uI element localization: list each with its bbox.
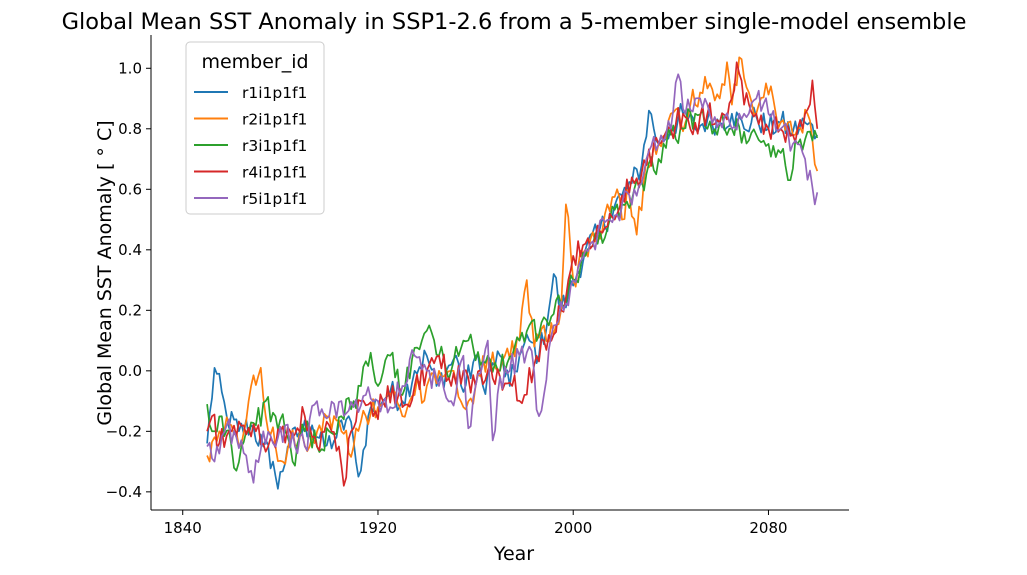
y-tick-label: 0.2 [118, 301, 142, 319]
series-line-r5i1p1f1 [206, 73, 819, 484]
legend-title: member_id [201, 51, 308, 73]
x-tick-label: 2080 [749, 519, 787, 537]
series-layer [206, 56, 819, 490]
x-tick-label: 1840 [164, 519, 202, 537]
chart-title: Global Mean SST Anomaly in SSP1-2.6 from… [62, 9, 967, 35]
x-tick-label: 1920 [359, 519, 397, 537]
x-tick-label: 2000 [554, 519, 592, 537]
legend-label-r2i1p1f1: r2i1p1f1 [242, 111, 307, 129]
legend-label-r4i1p1f1: r4i1p1f1 [242, 164, 307, 182]
series-line-r2i1p1f1 [206, 56, 819, 465]
legend-label-r1i1p1f1: r1i1p1f1 [242, 84, 307, 102]
y-tick-label: 0.8 [118, 120, 142, 138]
axes-layer: 1840 1920 2000 2080 −0.4 −0.2 0.0 0.2 0.4 0.6 0.8 1… [106, 35, 849, 537]
y-tick-label: 0.4 [118, 241, 142, 259]
x-axis-label: Year [493, 543, 534, 565]
y-axis-label: Global Mean SST Anomaly [ ° C] [94, 120, 116, 425]
legend: member_id r1i1p1f1 r2i1p1f1 r3i1p1f1 r4i1p1f… [185, 41, 325, 215]
legend-label-r5i1p1f1: r5i1p1f1 [242, 190, 307, 208]
legend-label-r3i1p1f1: r3i1p1f1 [242, 137, 307, 155]
y-tick-label: 0.6 [118, 180, 142, 198]
y-tick-label: 1.0 [118, 59, 142, 77]
y-tick-label: −0.4 [106, 483, 142, 501]
y-tick-label: −0.2 [106, 422, 142, 440]
y-tick-label: 0.0 [118, 362, 142, 380]
